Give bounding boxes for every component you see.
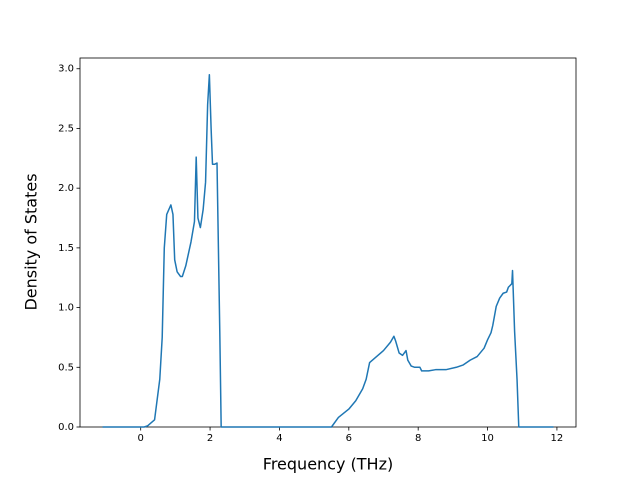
y-tick-label: 2.0 [58,183,74,194]
x-tick-label: 8 [415,433,421,444]
line [102,73,554,428]
y-tick-label: 0.0 [58,422,74,433]
x-tick-label: 6 [346,433,352,444]
y-tick-label: 2.5 [58,123,74,134]
x-tick-label: 0 [138,433,144,444]
y-tick-label: 0.5 [58,362,74,373]
y-axis-label: Density of States [22,173,41,310]
y-tick-label: 1.5 [58,243,74,254]
y-tick-label: 3.0 [58,64,74,75]
x-tick-label: 10 [481,433,494,444]
x-axis-label: Frequency (THz) [263,455,393,474]
x-tick-label: 4 [276,433,282,444]
y-tick-label: 1.0 [58,303,74,314]
x-tick-label: 2 [207,433,213,444]
x-tick-label: 12 [551,433,564,444]
